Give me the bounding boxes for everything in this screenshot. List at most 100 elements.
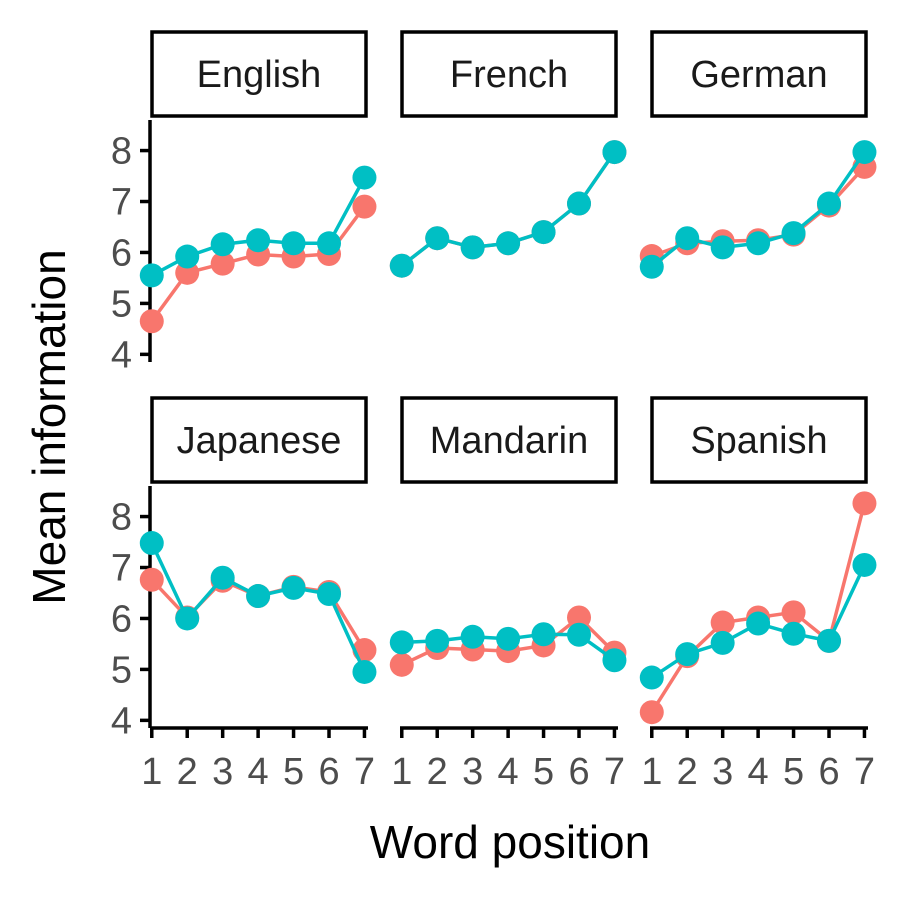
series-1 bbox=[389, 140, 627, 278]
data-point bbox=[210, 232, 235, 257]
facet-strip bbox=[400, 30, 618, 118]
y-tick-label: 6 bbox=[111, 598, 132, 640]
panel-spanish: Spanish 1 2 3 4 5 6 7 bbox=[639, 396, 877, 793]
facet-strip bbox=[650, 396, 868, 484]
x-tick-label: 2 bbox=[677, 751, 698, 793]
y-tick-label: 5 bbox=[111, 649, 132, 691]
facet-label: English bbox=[197, 54, 322, 96]
x-tick-label: 5 bbox=[783, 751, 804, 793]
x-tick-label: 5 bbox=[533, 751, 554, 793]
data-point bbox=[817, 628, 842, 653]
y-tick-label: 7 bbox=[111, 548, 132, 590]
x-tick-label: 1 bbox=[641, 751, 662, 793]
data-point bbox=[852, 552, 877, 577]
data-point bbox=[639, 700, 664, 725]
data-point bbox=[139, 567, 164, 592]
x-tick-label: 6 bbox=[318, 751, 339, 793]
facet-strip bbox=[400, 396, 618, 484]
data-point bbox=[246, 584, 271, 609]
data-point bbox=[567, 605, 592, 630]
x-tick-label: 6 bbox=[568, 751, 589, 793]
panel-french: French bbox=[389, 30, 627, 278]
panel-english: English 4 5 6 7 8 bbox=[111, 30, 377, 376]
data-point bbox=[210, 251, 235, 276]
data-point bbox=[496, 231, 521, 256]
data-point bbox=[781, 621, 806, 646]
data-point bbox=[389, 630, 414, 655]
y-tick-label: 5 bbox=[111, 283, 132, 325]
x-tick-label: 3 bbox=[212, 751, 233, 793]
series-1 bbox=[639, 491, 877, 725]
data-point bbox=[852, 491, 877, 516]
data-point bbox=[639, 665, 664, 690]
facet-label: Spanish bbox=[690, 420, 827, 462]
data-point bbox=[389, 652, 414, 677]
x-tick-label: 4 bbox=[498, 751, 519, 793]
series-1 bbox=[139, 567, 377, 663]
data-point bbox=[425, 226, 450, 251]
data-point bbox=[317, 582, 342, 607]
y-tick-label: 4 bbox=[111, 700, 132, 742]
x-tick-label: 4 bbox=[748, 751, 769, 793]
data-point bbox=[281, 575, 306, 600]
series-2 bbox=[389, 140, 627, 278]
panel-mandarin: Mandarin 1 2 3 4 5 6 7 bbox=[389, 396, 627, 793]
data-point bbox=[602, 648, 627, 673]
data-point bbox=[352, 194, 377, 219]
series-2 bbox=[139, 531, 377, 684]
data-point bbox=[139, 309, 164, 334]
facet-label: German bbox=[690, 54, 827, 96]
series-2 bbox=[639, 140, 877, 279]
y-tick-label: 6 bbox=[111, 232, 132, 274]
x-tick-label: 1 bbox=[141, 751, 162, 793]
x-tick-label: 6 bbox=[818, 751, 839, 793]
series-2 bbox=[139, 165, 377, 288]
data-point bbox=[317, 231, 342, 256]
data-point bbox=[175, 606, 200, 631]
data-point bbox=[781, 221, 806, 246]
data-point bbox=[710, 235, 735, 260]
data-point bbox=[389, 253, 414, 278]
data-point bbox=[531, 220, 556, 245]
data-point bbox=[210, 565, 235, 590]
y-tick-label: 7 bbox=[111, 182, 132, 224]
data-point bbox=[746, 231, 771, 256]
data-point bbox=[710, 610, 735, 635]
data-point bbox=[567, 191, 592, 216]
data-point bbox=[281, 231, 306, 256]
data-point bbox=[852, 140, 877, 165]
x-tick-label: 7 bbox=[854, 751, 875, 793]
data-point bbox=[246, 228, 271, 253]
data-point bbox=[352, 165, 377, 190]
data-point bbox=[675, 226, 700, 251]
x-tick-label: 4 bbox=[248, 751, 269, 793]
x-tick-label: 1 bbox=[391, 751, 412, 793]
data-point bbox=[460, 235, 485, 260]
facet-strip bbox=[650, 30, 868, 118]
x-tick-label: 5 bbox=[283, 751, 304, 793]
x-tick-label: 3 bbox=[462, 751, 483, 793]
data-point bbox=[460, 624, 485, 649]
data-point bbox=[139, 531, 164, 556]
data-point bbox=[710, 630, 735, 655]
series-2 bbox=[639, 552, 877, 690]
x-tick-label: 7 bbox=[604, 751, 625, 793]
x-tick-label: 7 bbox=[354, 751, 375, 793]
x-tick-label: 3 bbox=[712, 751, 733, 793]
y-tick-label: 8 bbox=[111, 497, 132, 539]
data-point bbox=[531, 622, 556, 647]
data-point bbox=[352, 659, 377, 684]
data-point bbox=[746, 611, 771, 636]
x-axis-title: Word position bbox=[370, 816, 650, 868]
data-point bbox=[639, 254, 664, 279]
data-point bbox=[781, 600, 806, 625]
data-point bbox=[175, 244, 200, 269]
y-tick-label: 4 bbox=[111, 334, 132, 376]
data-point bbox=[496, 626, 521, 651]
facet-label: Mandarin bbox=[430, 420, 588, 462]
data-point bbox=[139, 263, 164, 288]
data-point bbox=[602, 140, 627, 165]
